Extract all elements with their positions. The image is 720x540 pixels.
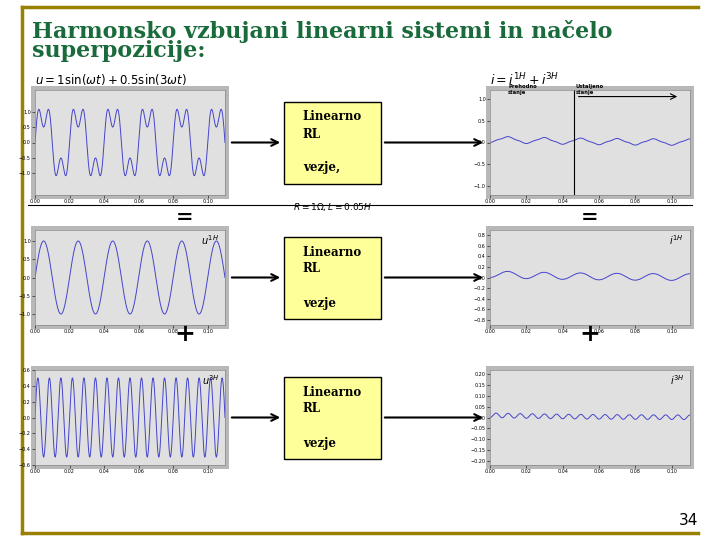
Text: Linearno
RL

vezje,: Linearno RL vezje, [303, 111, 362, 174]
Text: $i = i^{1H} + i^{3H}$: $i = i^{1H} + i^{3H}$ [490, 72, 559, 89]
FancyBboxPatch shape [486, 366, 694, 469]
Text: Linearno
RL

vezje: Linearno RL vezje [303, 246, 362, 309]
Text: =: = [176, 207, 194, 227]
Text: Prehodno
stanje: Prehodno stanje [508, 84, 537, 95]
Text: superpozicije:: superpozicije: [32, 40, 205, 62]
Text: =: = [581, 207, 599, 227]
Text: $u^{3H}$: $u^{3H}$ [202, 373, 220, 387]
Text: $u^{1H}$: $u^{1H}$ [202, 233, 220, 247]
Text: Harmonsko vzbujani linearni sistemi in načelo: Harmonsko vzbujani linearni sistemi in n… [32, 20, 613, 43]
FancyBboxPatch shape [486, 86, 694, 199]
Text: 34: 34 [679, 513, 698, 528]
Text: +: + [174, 322, 195, 346]
Text: Ustaljeno
stanje: Ustaljeno stanje [576, 84, 604, 95]
FancyBboxPatch shape [31, 86, 229, 199]
FancyBboxPatch shape [284, 102, 381, 184]
FancyBboxPatch shape [486, 226, 694, 329]
Text: Linearno
RL

vezje: Linearno RL vezje [303, 386, 362, 449]
FancyBboxPatch shape [284, 237, 381, 319]
Text: $i^{1H}$: $i^{1H}$ [670, 233, 684, 247]
Text: $u = 1\sin(\omega t) + 0.5\sin(3\omega t)$: $u = 1\sin(\omega t) + 0.5\sin(3\omega t… [35, 72, 187, 87]
FancyBboxPatch shape [31, 366, 229, 469]
Text: $i^{3H}$: $i^{3H}$ [670, 373, 684, 387]
FancyBboxPatch shape [284, 376, 381, 458]
Text: $R=1\Omega, L=0.05H$: $R=1\Omega, L=0.05H$ [293, 201, 372, 213]
Text: +: + [580, 322, 600, 346]
FancyBboxPatch shape [31, 226, 229, 329]
